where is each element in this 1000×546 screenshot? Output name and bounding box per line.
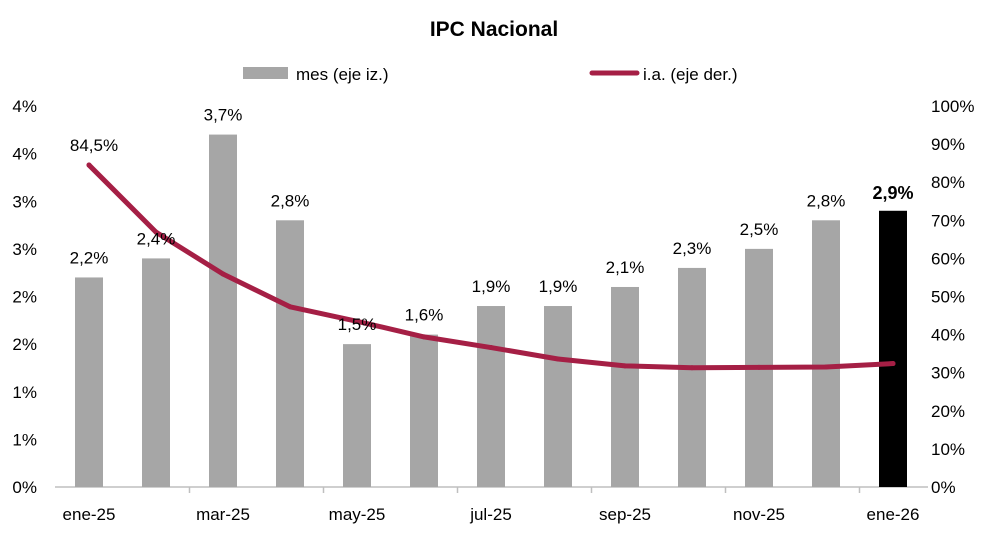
- bar-data-label: 2,8%: [807, 191, 846, 210]
- y-right-tick-label: 40%: [931, 326, 965, 345]
- bar-data-label: 2,1%: [606, 258, 645, 277]
- line-point: [555, 356, 561, 362]
- axes: 0% 1% 1% 2% 2% 3% 3% 4% 4% 0% 10% 20% 30% 40% 50% 60% 70…: [12, 97, 974, 524]
- line-point: [622, 363, 628, 369]
- line-point: [756, 364, 762, 370]
- bar: [544, 306, 572, 487]
- y-right-tick-label: 10%: [931, 440, 965, 459]
- y-right-tick-label: 50%: [931, 288, 965, 307]
- y-left-tick-label: 0%: [12, 478, 37, 497]
- y-right-tick-label: 0%: [931, 478, 956, 497]
- y-right-tick-label: 60%: [931, 249, 965, 268]
- bars: [75, 134, 907, 488]
- bar-data-label: 1,5%: [338, 315, 377, 334]
- line-point: [823, 364, 829, 370]
- chart-title: IPC Nacional: [430, 18, 558, 41]
- x-tick-label: sep-25: [599, 505, 651, 524]
- line-point: [354, 318, 360, 324]
- bar-data-label: 2,2%: [70, 248, 109, 267]
- y-right-tick-label: 20%: [931, 402, 965, 421]
- legend-bar-label: mes (eje iz.): [296, 65, 389, 84]
- y-right-tick-label: 70%: [931, 211, 965, 230]
- x-tick-label: nov-25: [733, 505, 785, 524]
- x-tick-label: may-25: [329, 505, 386, 524]
- bar-data-label: 1,6%: [405, 306, 444, 325]
- data-labels: 2,2% 2,4% 3,7% 2,8% 1,5% 1,6% 1,9% 1,9% 2,1% 2,3%…: [70, 106, 914, 335]
- y-right-tick-label: 80%: [931, 173, 965, 192]
- bar: [410, 334, 438, 487]
- y-left-tick-label: 1%: [12, 383, 37, 402]
- line-point: [689, 365, 695, 371]
- y-left-tick-label: 2%: [12, 288, 37, 307]
- line-point: [220, 271, 226, 277]
- bar-highlight: [879, 210, 907, 487]
- line-point: [86, 162, 92, 168]
- line-point: [421, 334, 427, 340]
- bar-data-label: 2,8%: [271, 191, 310, 210]
- x-tick-label: ene-26: [867, 505, 920, 524]
- legend-bar-swatch: [243, 67, 288, 79]
- bar: [611, 286, 639, 487]
- line-point: [890, 361, 896, 367]
- bar: [343, 344, 371, 487]
- line-point: [287, 304, 293, 310]
- y-left-tick-label: 1%: [12, 430, 37, 449]
- line-series: [86, 162, 896, 371]
- bar: [276, 220, 304, 488]
- x-tick-label: ene-25: [63, 505, 116, 524]
- bar-data-label: 2,5%: [740, 220, 779, 239]
- y-left-tick-label: 4%: [12, 145, 37, 164]
- line-point: [488, 345, 494, 351]
- y-left-tick-label: 3%: [12, 240, 37, 259]
- bar: [209, 134, 237, 487]
- bar-data-label: 2,3%: [673, 239, 712, 258]
- bar: [477, 306, 505, 487]
- y-left-tick-label: 3%: [12, 192, 37, 211]
- y-left-tick-label: 4%: [12, 97, 37, 116]
- line-data-label: 84,5%: [70, 136, 118, 155]
- bar: [142, 258, 170, 487]
- y-right-tick-label: 30%: [931, 364, 965, 383]
- bar-data-label: 1,9%: [539, 277, 578, 296]
- bar: [678, 267, 706, 487]
- line-point: [153, 229, 159, 235]
- bar-data-label: 2,4%: [137, 229, 176, 248]
- x-tick-label: jul-25: [469, 505, 512, 524]
- bar-data-label: 1,9%: [472, 277, 511, 296]
- x-tick-label: mar-25: [196, 505, 250, 524]
- y-left-tick-label: 2%: [12, 335, 37, 354]
- y-right-tick-label: 90%: [931, 135, 965, 154]
- legend-line-label: i.a. (eje der.): [643, 65, 738, 84]
- bar-data-label: 2,9%: [872, 183, 913, 203]
- bar-data-label: 3,7%: [204, 106, 243, 125]
- y-right-tick-label: 100%: [931, 97, 974, 116]
- bar: [812, 220, 840, 488]
- legend: mes (eje iz.) i.a. (eje der.): [243, 65, 738, 84]
- bar: [75, 277, 103, 487]
